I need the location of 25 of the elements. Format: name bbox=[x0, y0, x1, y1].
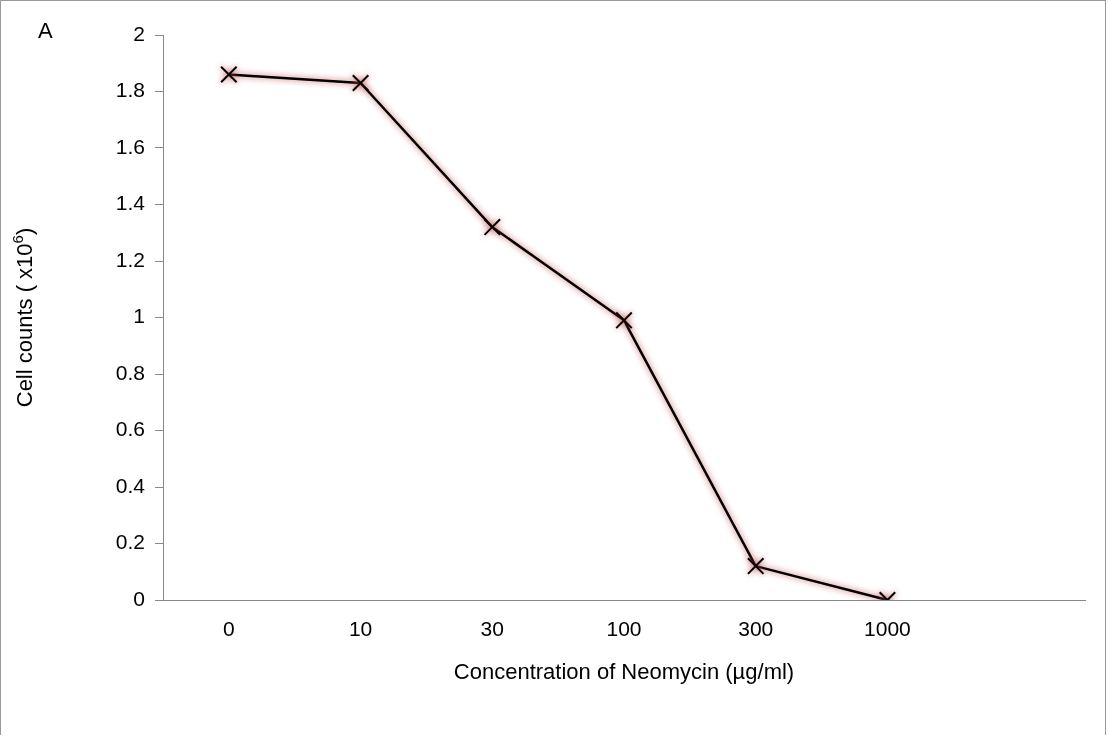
y-tick-label: 0.4 bbox=[115, 473, 146, 497]
x-tick-label: 10 bbox=[348, 617, 373, 641]
point bbox=[615, 311, 633, 330]
y-tick-label: 0.6 bbox=[115, 417, 145, 441]
x-axis-title: Concentration of Neomycin (µg/ml) bbox=[453, 658, 795, 684]
point bbox=[220, 65, 238, 84]
x-tick-label: 0 bbox=[223, 617, 235, 641]
y-tick-label: 1.2 bbox=[115, 247, 145, 271]
x-tick-label: 1000 bbox=[864, 617, 911, 641]
x-tick-label: 30 bbox=[480, 617, 504, 641]
y-tick-label: 1.4 bbox=[115, 191, 146, 215]
y-tick-label: 1.8 bbox=[115, 78, 145, 102]
text: A bbox=[38, 18, 53, 43]
y-tick-label: 1 bbox=[133, 304, 145, 328]
y-axis-title: Cell counts ( x106) bbox=[9, 227, 37, 408]
y-tick-label: 0.2 bbox=[115, 530, 145, 554]
y-tick-label: 0 bbox=[133, 586, 145, 610]
y-tick-label: 1.6 bbox=[115, 134, 145, 158]
x-tick-label: 300 bbox=[738, 617, 774, 641]
point bbox=[483, 218, 502, 236]
y-tick-label: 0.8 bbox=[115, 360, 145, 384]
point bbox=[746, 557, 765, 575]
x-tick-label: 100 bbox=[606, 617, 642, 641]
point bbox=[351, 74, 370, 92]
y-tick-label: 2 bbox=[133, 21, 145, 45]
